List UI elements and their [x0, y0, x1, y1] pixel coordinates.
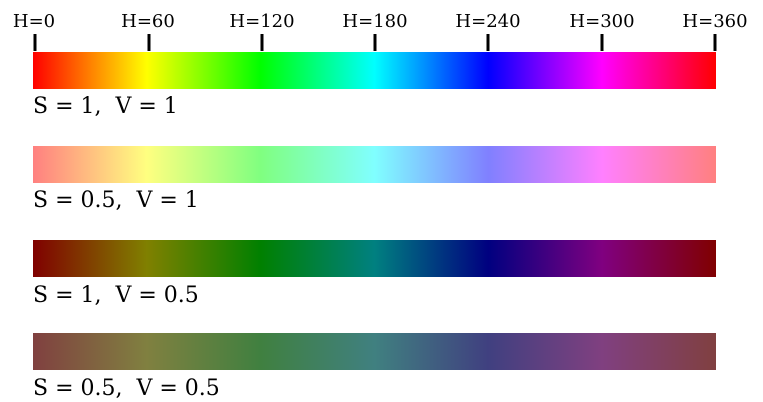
hue-tick-mark — [260, 34, 264, 51]
bar-label: S = 0.5, V = 1 — [33, 188, 199, 213]
hue-gradient-bar — [33, 146, 716, 183]
hue-tick-label: H=0 — [12, 11, 56, 32]
hue-tick-mark — [713, 34, 717, 51]
hue-tick-mark — [147, 34, 151, 51]
hue-tick-label: H=360 — [682, 11, 748, 32]
hue-gradient-bar — [33, 333, 716, 370]
hue-tick-mark — [600, 34, 604, 51]
bar-label: S = 1, V = 0.5 — [33, 283, 199, 308]
hue-tick-label: H=240 — [455, 11, 521, 32]
hue-tick-label: H=300 — [569, 11, 635, 32]
hue-tick-mark — [33, 34, 37, 51]
hue-tick-label: H=60 — [121, 11, 175, 32]
bar-label: S = 1, V = 1 — [33, 94, 178, 119]
hue-gradient-bar — [33, 240, 716, 277]
hue-tick-label: H=180 — [342, 11, 408, 32]
bar-label: S = 0.5, V = 0.5 — [33, 376, 220, 401]
hue-gradient-bar — [33, 52, 716, 89]
hue-tick-mark — [486, 34, 490, 51]
hue-tick-mark — [373, 34, 377, 51]
hue-tick-label: H=120 — [229, 11, 295, 32]
